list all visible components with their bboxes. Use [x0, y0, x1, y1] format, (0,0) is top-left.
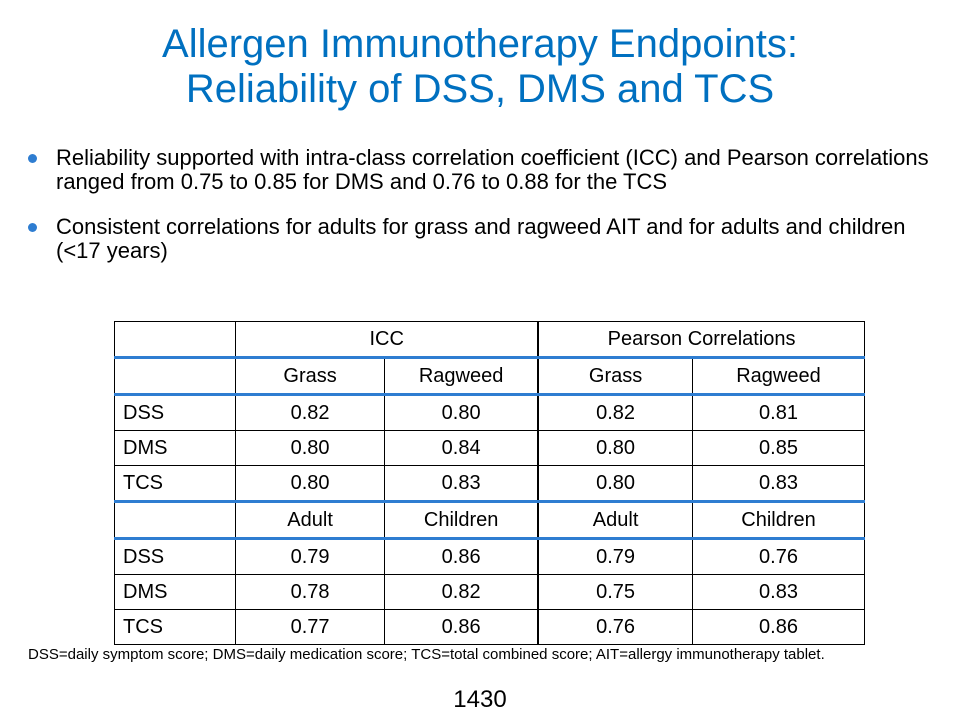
row-label: DSS	[113, 394, 237, 431]
table-cell: 0.83	[692, 574, 865, 610]
bullet-dot-icon	[28, 154, 37, 163]
reliability-table: ICC Pearson Correlations Grass Ragweed G…	[113, 321, 866, 645]
table-cell: 0.75	[537, 574, 694, 610]
table-subheader-blank	[113, 500, 237, 540]
table-subheader-cell: Grass	[235, 356, 386, 396]
table-cell: 0.83	[384, 465, 540, 502]
table-cell: 0.82	[537, 394, 694, 431]
table-subheader-cell: Ragweed	[384, 356, 540, 396]
table-cell: 0.86	[384, 538, 540, 575]
table-row: DSS 0.82 0.80 0.82 0.81	[113, 394, 865, 431]
bullet-dot-icon	[28, 223, 37, 232]
table-cell: 0.80	[235, 465, 386, 502]
table-row: TCS 0.80 0.83 0.80 0.83	[113, 465, 865, 502]
table-subheader-row: Adult Children Adult Children	[113, 500, 865, 540]
table-cell: 0.86	[692, 609, 865, 645]
page-number: 1430	[453, 686, 507, 713]
bullet-text: Reliability supported with intra-class c…	[56, 145, 929, 194]
table-cell: 0.80	[537, 465, 694, 502]
footnote: DSS=daily symptom score; DMS=daily medic…	[28, 646, 825, 663]
row-label: DMS	[113, 430, 237, 466]
table-subheader-cell: Ragweed	[692, 356, 865, 396]
table-cell: 0.82	[235, 394, 386, 431]
table-cell: 0.80	[537, 430, 694, 466]
table-cell: 0.76	[692, 538, 865, 575]
row-label: TCS	[113, 609, 237, 645]
pearson-group-header: Pearson Correlations	[537, 321, 866, 358]
table-subheader-cell: Children	[692, 500, 865, 540]
slide-title-line-1: Allergen Immunotherapy Endpoints:	[162, 22, 798, 66]
table-cell: 0.81	[692, 394, 865, 431]
table-cell: 0.82	[384, 574, 540, 610]
bullet-text: Consistent correlations for adults for g…	[56, 214, 906, 263]
table-subheader-cell: Children	[384, 500, 540, 540]
table-cell: 0.77	[235, 609, 386, 645]
table-cell: 0.79	[537, 538, 694, 575]
icc-group-header: ICC	[235, 321, 540, 358]
table-cell: 0.83	[692, 465, 865, 502]
row-label: DMS	[113, 574, 237, 610]
table-subheader-row: Grass Ragweed Grass Ragweed	[113, 356, 865, 396]
table-cell: 0.76	[537, 609, 694, 645]
table-row: DMS 0.78 0.82 0.75 0.83	[113, 574, 865, 610]
table-row: DMS 0.80 0.84 0.80 0.85	[113, 430, 865, 466]
row-label: DSS	[113, 538, 237, 575]
bullet-item: Reliability supported with intra-class c…	[28, 146, 943, 194]
table-cell: 0.80	[384, 394, 540, 431]
table-cell: 0.85	[692, 430, 865, 466]
table-cell: 0.84	[384, 430, 540, 466]
table-cell: 0.80	[235, 430, 386, 466]
bullet-item: Consistent correlations for adults for g…	[28, 215, 943, 263]
slide-title: Allergen Immunotherapy Endpoints: Reliab…	[0, 22, 960, 112]
table-corner-cell	[113, 321, 237, 358]
table-row: TCS 0.77 0.86 0.76 0.86	[113, 609, 865, 645]
bullet-list: Reliability supported with intra-class c…	[28, 146, 943, 284]
table-group-header-row: ICC Pearson Correlations	[113, 321, 866, 358]
row-label: TCS	[113, 465, 237, 502]
table-subheader-cell: Adult	[235, 500, 386, 540]
table-row: DSS 0.79 0.86 0.79 0.76	[113, 538, 865, 575]
table-subheader-cell: Grass	[537, 356, 694, 396]
table-cell: 0.86	[384, 609, 540, 645]
table-cell: 0.78	[235, 574, 386, 610]
table-cell: 0.79	[235, 538, 386, 575]
table-subheader-blank	[113, 356, 237, 396]
table-subheader-cell: Adult	[537, 500, 694, 540]
slide-title-line-2: Reliability of DSS, DMS and TCS	[185, 67, 775, 111]
